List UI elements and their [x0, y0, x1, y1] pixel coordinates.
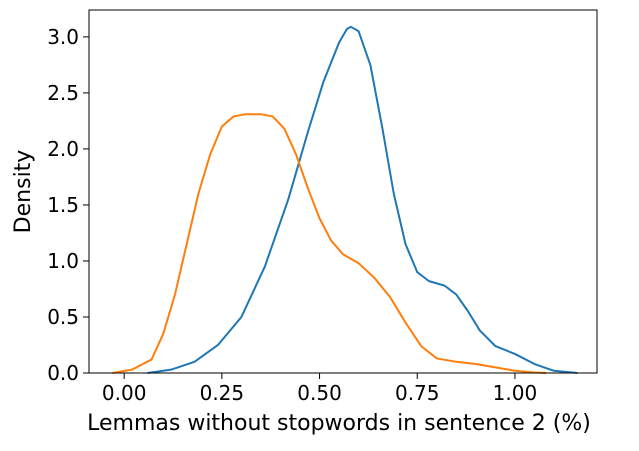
x-axis-ticks: 0.00 0.25 0.50 0.75 1.00: [102, 373, 537, 405]
y-tick-label: 1.5: [47, 193, 79, 217]
density-curve-2: [112, 113, 547, 374]
x-tick-label: 0.25: [200, 381, 245, 405]
y-axis-label: Density: [11, 150, 36, 234]
y-tick-label: 2.0: [47, 137, 79, 161]
y-tick-label: 0.5: [47, 305, 79, 329]
y-tick-label: 3.0: [47, 25, 79, 49]
series-layer: [112, 25, 578, 374]
density-curve-1: [147, 25, 578, 374]
y-tick-label: 2.5: [47, 81, 79, 105]
x-tick-label: 0.50: [297, 381, 342, 405]
x-tick-label: 0.75: [395, 381, 440, 405]
x-tick-label: 0.00: [102, 381, 147, 405]
y-tick-label: 0.0: [47, 361, 79, 385]
y-tick-label: 1.0: [47, 249, 79, 273]
y-axis-ticks: 0.0 0.5 1.0 1.5 2.0 2.5 3.0: [47, 25, 89, 385]
x-axis-label: Lemmas without stopwords in sentence 2 (…: [87, 411, 591, 436]
x-tick-label: 1.00: [493, 381, 538, 405]
plot-frame: [88, 9, 598, 374]
